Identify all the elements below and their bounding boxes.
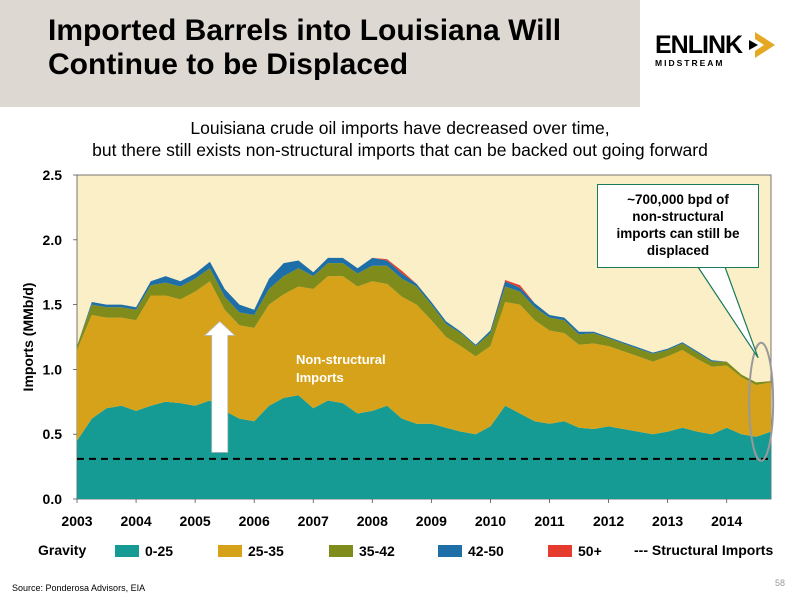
x-tick-label: 2010 (475, 513, 506, 529)
page-title: Imported Barrels into Louisiana Will Con… (48, 14, 561, 82)
title-line-1: Imported Barrels into Louisiana Will (48, 14, 562, 47)
y-tick-label: 1.5 (43, 297, 63, 313)
x-tick-label: 2008 (357, 513, 388, 529)
legend-structural-imports: --- Structural Imports (634, 542, 774, 558)
legend-swatch (548, 545, 572, 557)
non-structural-annotation: Non-structural Imports (296, 351, 406, 387)
title-line-2: Continue to be Displaced (48, 48, 409, 81)
legend-label: 50+ (578, 543, 602, 559)
legend-swatch (438, 545, 462, 557)
series-area-25-35 (77, 276, 771, 441)
logo-subtext: MIDSTREAM (655, 58, 725, 68)
y-tick-label: 2.5 (43, 167, 63, 183)
logo-arrow-inner (749, 40, 758, 50)
x-tick-label: 2007 (298, 513, 329, 529)
chart-subtitle-line-1: Louisiana crude oil imports have decreas… (190, 118, 610, 138)
title-band (0, 0, 640, 107)
x-tick-label: 2012 (593, 513, 624, 529)
y-tick-label: 1.0 (43, 361, 63, 377)
non-structural-arrow (203, 320, 236, 453)
x-tick-label: 2013 (652, 513, 683, 529)
legend-swatch (329, 545, 353, 557)
displacement-callout: ~700,000 bpd of non-structural imports c… (597, 184, 759, 268)
x-tick-label: 2004 (120, 513, 151, 529)
legend-label: 0-25 (145, 543, 174, 559)
chart-subtitle-line-2: but there still exists non-structural im… (92, 140, 708, 160)
x-tick-label: 2005 (180, 513, 211, 529)
legend-swatch (218, 545, 242, 557)
x-tick-label: 2011 (534, 513, 565, 529)
y-tick-label: 2.0 (43, 232, 63, 248)
legend-gravity-label: Gravity (38, 542, 87, 558)
logo-wordmark: ENLINK (655, 31, 743, 59)
highlight-ellipse (748, 341, 775, 462)
series-area-0-25 (77, 395, 771, 499)
page-number: 58 (775, 578, 786, 588)
callout-line-1: ~700,000 bpd of (627, 192, 729, 207)
callout-line-4: displaced (646, 243, 710, 258)
company-logo: ENLINK MIDSTREAM (655, 32, 775, 74)
legend-label: 35-42 (359, 543, 395, 559)
callout-line-3: imports can still be (616, 226, 740, 241)
annotation-line-2: Imports (296, 370, 344, 385)
callout-line-2: non-structural (632, 209, 724, 224)
annotation-line-1: Non-structural (296, 352, 386, 367)
legend-label: 42-50 (468, 543, 504, 559)
source-note: Source: Ponderosa Advisors, EIA (12, 583, 146, 593)
logo-arrow-shape (755, 32, 775, 58)
x-tick-label: 2014 (711, 513, 742, 529)
y-tick-label: 0.0 (43, 491, 63, 507)
legend-swatch (115, 545, 139, 557)
logo-arrow-icon (749, 32, 775, 58)
y-axis-label: Imports (MMb/d) (20, 283, 36, 392)
x-tick-label: 2006 (239, 513, 270, 529)
x-tick-label: 2003 (61, 513, 92, 529)
y-tick-label: 0.5 (43, 426, 63, 442)
legend-label: 25-35 (248, 543, 284, 559)
x-tick-label: 2009 (416, 513, 447, 529)
